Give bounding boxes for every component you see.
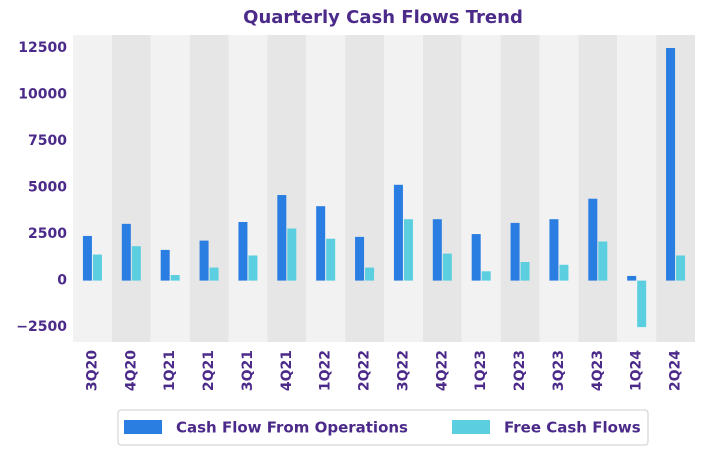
y-tick-label: 2500	[28, 226, 67, 242]
bar	[598, 241, 608, 281]
x-tick-label: 3Q23	[551, 350, 567, 391]
x-tick-label: 2Q24	[668, 350, 684, 391]
y-tick-label: 12500	[18, 40, 67, 56]
legend-swatch	[452, 420, 490, 434]
bar	[510, 222, 520, 281]
bar	[471, 234, 481, 281]
band-background	[461, 35, 501, 342]
band-background	[73, 35, 112, 342]
bar	[248, 255, 258, 281]
x-tick-label: 4Q23	[590, 350, 606, 391]
bar	[277, 195, 287, 281]
y-tick-label: 5000	[28, 180, 67, 196]
x-tick-label: 3Q22	[395, 350, 411, 391]
band-background	[656, 35, 695, 342]
band-background	[189, 35, 229, 342]
bar	[82, 235, 92, 281]
bar	[559, 264, 569, 281]
x-tick-label: 4Q20	[123, 350, 139, 391]
y-tick-label: 0	[57, 273, 67, 289]
band-background	[228, 35, 268, 342]
legend-swatch	[124, 420, 162, 434]
band-background	[111, 35, 151, 342]
bar	[666, 48, 676, 281]
x-tick-label: 4Q22	[434, 350, 450, 391]
bar	[676, 255, 686, 281]
chart-title: Quarterly Cash Flows Trend	[243, 7, 523, 28]
bar	[238, 221, 248, 281]
x-tick-label: 3Q20	[84, 350, 100, 391]
legend-frame	[117, 409, 649, 446]
x-tick-label: 2Q22	[357, 350, 373, 391]
bar	[365, 267, 375, 281]
bar	[432, 219, 442, 281]
y-tick-label: −2500	[16, 319, 67, 335]
band-background	[500, 35, 540, 342]
band-background	[306, 35, 346, 342]
band-background	[617, 35, 657, 342]
band-background	[578, 35, 618, 342]
y-tick-label: 7500	[28, 133, 67, 149]
band-background	[422, 35, 462, 342]
x-tick-label: 1Q22	[318, 350, 334, 391]
plot-background	[73, 35, 695, 342]
bar	[637, 280, 647, 328]
band-background	[539, 35, 579, 342]
legend-label: Cash Flow From Operations	[176, 419, 408, 437]
band-background	[345, 35, 384, 342]
bar	[92, 254, 102, 281]
bar	[199, 240, 209, 281]
x-tick-label: 3Q21	[240, 350, 256, 391]
x-tick-label: 1Q24	[629, 350, 645, 391]
x-tick-label: 1Q23	[473, 350, 489, 391]
bar	[316, 206, 326, 281]
legend-label: Free Cash Flows	[504, 419, 641, 437]
band-background	[150, 35, 190, 342]
bar	[549, 219, 559, 281]
x-tick-label: 2Q23	[512, 350, 528, 391]
legend: Cash Flow From Operations Free Cash Flows	[117, 409, 649, 446]
x-tick-label: 1Q21	[162, 350, 178, 391]
bar	[287, 228, 297, 281]
bar	[481, 271, 491, 281]
band-background	[267, 35, 307, 342]
bar	[520, 261, 530, 281]
bar	[627, 275, 637, 281]
bar	[160, 249, 170, 281]
x-tick-label: 4Q21	[279, 350, 295, 391]
bar	[209, 267, 219, 281]
bar	[442, 253, 452, 281]
bar	[170, 275, 180, 281]
band-background	[384, 35, 423, 342]
y-tick-label: 10000	[18, 87, 67, 103]
x-tick-label: 2Q21	[201, 350, 217, 391]
bar	[326, 238, 336, 281]
bar	[355, 236, 365, 281]
bar	[121, 223, 131, 281]
bar	[588, 198, 598, 281]
bar	[403, 219, 413, 281]
bar	[393, 184, 403, 281]
bar	[131, 246, 141, 281]
